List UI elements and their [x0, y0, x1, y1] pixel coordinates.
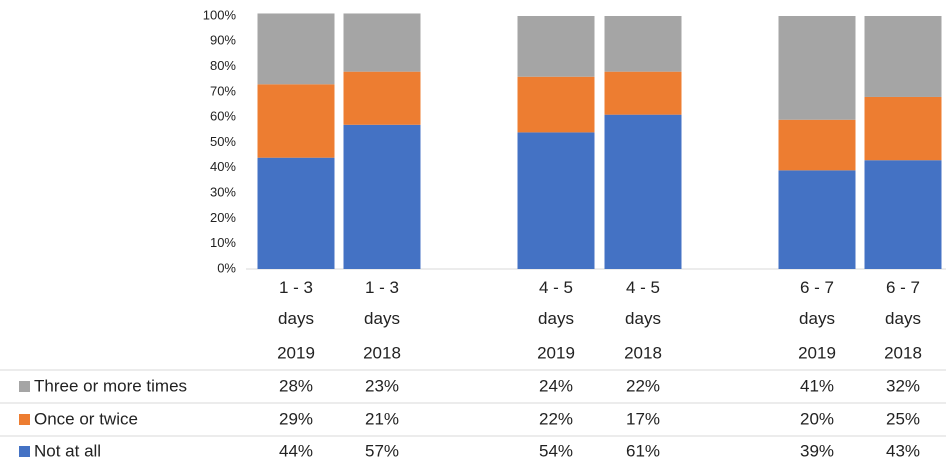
bar-segment — [864, 96, 942, 161]
y-tick-label: 30% — [210, 185, 236, 200]
table-value: 43% — [886, 441, 920, 460]
bar-segment — [604, 71, 682, 115]
x-tick-label: 1 - 3 days — [364, 278, 400, 328]
bar-segment — [778, 119, 856, 171]
table-value: 54% — [539, 441, 573, 460]
x-tick-label: 4 - 5 days — [625, 278, 661, 328]
table-value: 25% — [886, 409, 920, 428]
x-tick-label: 1 - 3 days — [278, 278, 314, 328]
y-tick-label: 100% — [203, 7, 237, 22]
bar-segment — [778, 170, 856, 269]
table-value: 24% — [539, 376, 573, 395]
bar-segment — [343, 71, 421, 125]
bar-segment — [343, 124, 421, 269]
y-tick-label: 90% — [210, 33, 236, 48]
bar-segment — [864, 160, 942, 269]
table-value: 17% — [626, 409, 660, 428]
bar-segment — [604, 114, 682, 269]
x-tick-label: 6 - 7 days — [799, 278, 835, 328]
bar-segment — [517, 76, 595, 133]
year-label: 2019 — [537, 343, 575, 362]
table-value: 57% — [365, 441, 399, 460]
y-tick-label: 70% — [210, 83, 236, 98]
table-value: 44% — [279, 441, 313, 460]
bar-segment — [343, 13, 421, 72]
bar-segment — [778, 16, 856, 120]
table-value: 20% — [800, 409, 834, 428]
legend-label: Not at all — [34, 441, 101, 460]
table-value: 41% — [800, 376, 834, 395]
table-value: 32% — [886, 376, 920, 395]
x-tick-label: 6 - 7 days — [885, 278, 921, 328]
bar-segment — [517, 16, 595, 77]
table-value: 29% — [279, 409, 313, 428]
bar-segment — [257, 13, 335, 85]
x-tick-label: 4 - 5 days — [538, 278, 574, 328]
bar-segment — [257, 84, 335, 158]
y-tick-label: 80% — [210, 58, 236, 73]
table-value: 39% — [800, 441, 834, 460]
year-label: 2019 — [798, 343, 836, 362]
year-label: 2018 — [624, 343, 662, 362]
bar-segment — [604, 16, 682, 72]
bar-segment — [517, 132, 595, 269]
legend-label: Three or more times — [34, 376, 187, 395]
year-label: 2018 — [363, 343, 401, 362]
table-value: 21% — [365, 409, 399, 428]
year-label: 2019 — [277, 343, 315, 362]
y-tick-label: 60% — [210, 109, 236, 124]
table-value: 22% — [626, 376, 660, 395]
table-value: 61% — [626, 441, 660, 460]
year-label: 2018 — [884, 343, 922, 362]
legend-swatch — [19, 414, 30, 425]
table-value: 23% — [365, 376, 399, 395]
y-tick-label: 40% — [210, 159, 236, 174]
legend-swatch — [19, 381, 30, 392]
bar-segment — [864, 16, 942, 97]
y-tick-label: 10% — [210, 235, 236, 250]
table-value: 28% — [279, 376, 313, 395]
table-value: 22% — [539, 409, 573, 428]
y-tick-label: 50% — [210, 134, 236, 149]
bar-segment — [257, 157, 335, 269]
legend-label: Once or twice — [34, 409, 138, 428]
y-tick-label: 0% — [217, 260, 236, 275]
legend-swatch — [19, 446, 30, 457]
y-tick-label: 20% — [210, 210, 236, 225]
